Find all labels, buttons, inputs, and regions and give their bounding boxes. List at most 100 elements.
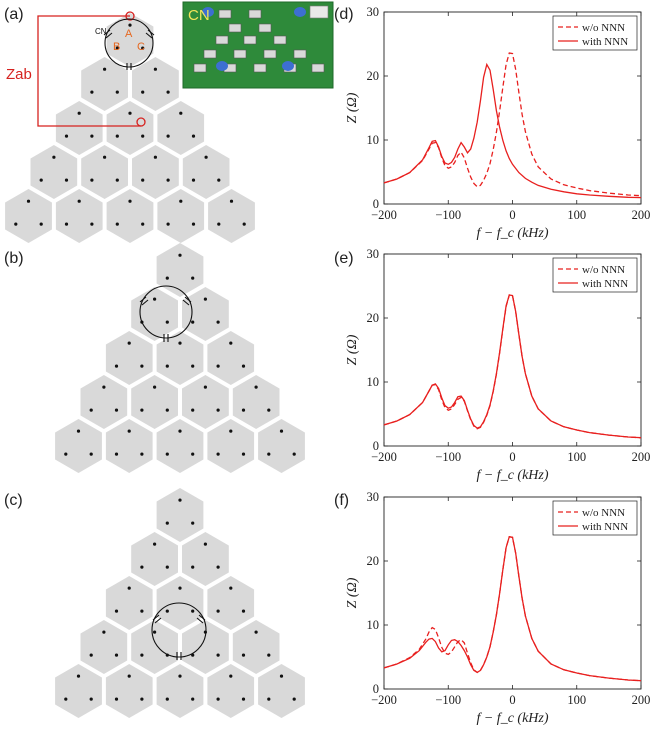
- hex-cell: [182, 620, 229, 674]
- series-line-with-nnn: [383, 535, 642, 682]
- hex-cell: [105, 331, 153, 385]
- lattice-site: [115, 222, 119, 226]
- lattice-site: [242, 222, 246, 226]
- hex-cell: [207, 331, 255, 385]
- lattice-site: [165, 364, 169, 368]
- hex-cell: [55, 189, 103, 243]
- y-tick-label: 10: [367, 133, 380, 147]
- lattice-site: [140, 565, 144, 569]
- lattice-site: [241, 452, 246, 456]
- hex-cell: [207, 576, 255, 630]
- lattice-site: [165, 521, 169, 525]
- hex-cell: [55, 101, 103, 155]
- lattice-site: [14, 222, 18, 226]
- lattice-site: [204, 155, 208, 159]
- zab-label: Zab: [6, 66, 32, 83]
- lattice-site: [165, 320, 169, 324]
- lattice-site: [153, 542, 157, 546]
- lattice-site: [102, 385, 106, 389]
- lattice-site: [127, 341, 131, 345]
- lattice-site: [115, 178, 119, 182]
- lattice-site: [178, 429, 182, 433]
- lattice-site: [128, 23, 132, 27]
- inductor-coil: [216, 61, 228, 71]
- lattice-site: [179, 199, 183, 203]
- x-tick-label: −200: [371, 208, 397, 222]
- hex-cell: [156, 331, 204, 385]
- hex-cell: [81, 145, 128, 199]
- lattice-site: [39, 222, 43, 226]
- lattice-site: [216, 408, 220, 412]
- circuit-photo: CN: [182, 1, 334, 89]
- lattice-site: [191, 521, 195, 525]
- lattice-site: [203, 297, 207, 301]
- lattice-site: [89, 697, 93, 701]
- lattice-site: [178, 586, 182, 590]
- lattice-site: [115, 46, 119, 50]
- lattice-site: [76, 429, 81, 433]
- lattice-site: [77, 111, 81, 115]
- lattice-site: [153, 67, 157, 71]
- hex-cell: [55, 419, 102, 473]
- lattice-site: [64, 452, 68, 456]
- lattice-site: [64, 222, 69, 226]
- capacitor-loop-c: [151, 602, 207, 660]
- hex-cell: [106, 101, 154, 155]
- legend-box: [552, 257, 638, 293]
- lattice-site: [89, 452, 93, 456]
- capacitor-component: [215, 35, 229, 45]
- chart-d: −200 −100 0 100 200 0 10 20 30 f − f_c (kHz) Z (Ω)…: [345, 5, 650, 241]
- lattice-site: [153, 155, 157, 159]
- lattice-site: [64, 697, 68, 701]
- lattice-site: [89, 653, 93, 657]
- lattice-site: [102, 630, 106, 634]
- lattice-site: [178, 253, 182, 257]
- hex-cell: [258, 664, 305, 718]
- hex-cell: [106, 189, 154, 243]
- lattice-site: [103, 67, 107, 71]
- y-axis-label: Z (Ω): [345, 92, 360, 123]
- panel-label-e: (e): [334, 250, 354, 267]
- hex-cell: [132, 145, 179, 199]
- x-tick-label: 200: [632, 693, 651, 707]
- capacitor-component: [263, 49, 277, 59]
- x-tick-label: 0: [509, 693, 515, 707]
- lattice-site: [191, 609, 195, 613]
- capacitor-component: [248, 9, 262, 19]
- lattice-site: [216, 609, 220, 613]
- hex-cell: [232, 375, 280, 429]
- lattice-site: [153, 630, 157, 634]
- lattice-site: [52, 155, 56, 159]
- lattice-site: [178, 341, 182, 345]
- lattice-site: [267, 697, 271, 701]
- lattice-site: [165, 609, 169, 613]
- x-tick-label: 100: [567, 450, 586, 464]
- series-line-with-nnn: [383, 294, 642, 439]
- x-tick-label: −100: [435, 450, 461, 464]
- hex-cell: [156, 243, 204, 297]
- hex-cell: [105, 419, 153, 473]
- y-tick-label: 30: [367, 5, 380, 19]
- hex-cell: [156, 419, 204, 473]
- lattice-site: [114, 697, 119, 701]
- lattice-site: [141, 46, 145, 50]
- legend-box: [552, 15, 638, 51]
- lattice-site: [229, 429, 233, 433]
- hex-cell: [131, 375, 178, 429]
- lattice-site: [90, 90, 94, 94]
- lattice-b: [55, 243, 305, 473]
- y-tick-label: 20: [367, 69, 380, 83]
- hex-cell: [232, 620, 280, 674]
- hex-cell: [207, 664, 255, 718]
- connector-header: [309, 5, 329, 19]
- lattice-site: [216, 565, 220, 569]
- lattice-site: [178, 674, 182, 678]
- hex-cell: [5, 189, 52, 243]
- capacitor-component: [243, 35, 257, 45]
- hex-cell: [131, 532, 178, 586]
- hex-cell: [55, 664, 102, 718]
- y-axis-label: Z (Ω): [345, 577, 360, 608]
- lattice-site: [115, 90, 119, 94]
- lattice-site: [141, 222, 145, 226]
